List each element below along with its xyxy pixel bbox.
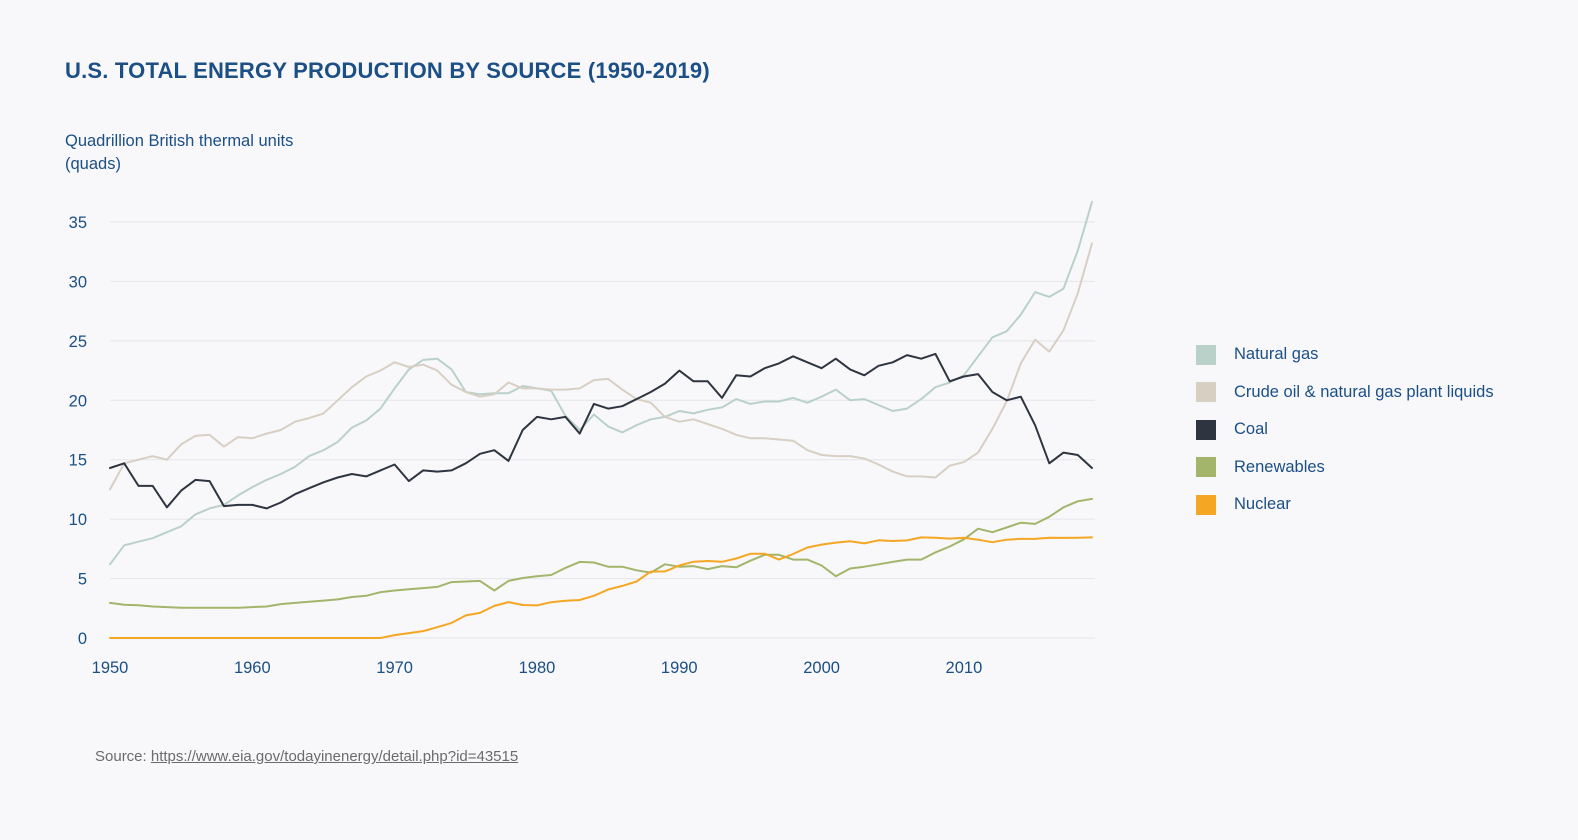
series-line-natural-gas	[109, 200, 1093, 566]
series-lines	[109, 200, 1093, 639]
legend-label: Coal	[1234, 420, 1268, 439]
x-tick-label: 1990	[661, 659, 698, 677]
x-axis-ticks: 1950 1960 1970 1980 1990 2000 2010	[92, 659, 983, 677]
y-tick-label: 10	[69, 511, 87, 529]
x-tick-label: 1970	[376, 659, 413, 677]
series-line-crude-oil-natural-gas-plant-liquids	[109, 242, 1093, 491]
y-tick-label: 30	[69, 273, 87, 291]
y-tick-label: 5	[78, 571, 87, 589]
series-line-coal	[109, 352, 1093, 510]
legend-label: Renewables	[1234, 457, 1325, 476]
legend-swatch	[1196, 382, 1216, 403]
legend-label: Natural gas	[1234, 345, 1319, 364]
legend-swatch	[1196, 344, 1216, 365]
legend: Natural gas Crude oil & natural gas plant…	[1196, 336, 1494, 524]
legend-item-renewables: Renewables	[1196, 449, 1494, 487]
legend-swatch	[1196, 494, 1216, 515]
series-line-nuclear	[109, 536, 1093, 639]
source-link[interactable]: https://www.eia.gov/todayinenergy/detail…	[150, 748, 519, 765]
y-axis-ticks: 0 5 10 15 20 25 30 35	[69, 214, 87, 648]
legend-item-crude-oil-natural-gas-plant-liquids: Crude oil & natural gas plant liquids	[1196, 374, 1494, 412]
x-tick-label: 1960	[234, 659, 271, 677]
y-tick-label: 35	[69, 214, 87, 232]
x-tick-label: 2010	[946, 659, 983, 677]
y-tick-label: 15	[69, 452, 87, 470]
legend-swatch	[1196, 457, 1216, 478]
y-axis-label: Quadrillion British thermal units (quads…	[65, 132, 294, 173]
y-tick-label: 20	[69, 392, 87, 410]
legend-item-coal: Coal	[1196, 411, 1494, 449]
legend-item-nuclear: Nuclear	[1196, 486, 1494, 524]
series-line-renewables	[109, 497, 1093, 609]
y-tick-label: 25	[69, 333, 87, 351]
source-note: Source: https://www.eia.gov/todayinenerg…	[95, 748, 518, 765]
legend-label: Crude oil & natural gas plant liquids	[1234, 382, 1494, 401]
x-tick-label: 1950	[92, 659, 129, 677]
x-tick-label: 2000	[803, 659, 840, 677]
legend-label: Nuclear	[1234, 495, 1291, 514]
x-tick-label: 1980	[519, 659, 556, 677]
y-tick-label: 0	[78, 630, 87, 648]
line-chart: 0 5 10 15 20 25 30 35 1950 1960 1970 1980 1990 2000 2…	[69, 200, 1095, 677]
legend-item-natural-gas: Natural gas	[1196, 336, 1494, 374]
chart-title: U.S. TOTAL ENERGY PRODUCTION BY SOURCE (…	[65, 58, 710, 83]
source-prefix: Source:	[95, 748, 147, 765]
grid-lines	[110, 221, 1095, 639]
legend-swatch	[1196, 419, 1216, 440]
